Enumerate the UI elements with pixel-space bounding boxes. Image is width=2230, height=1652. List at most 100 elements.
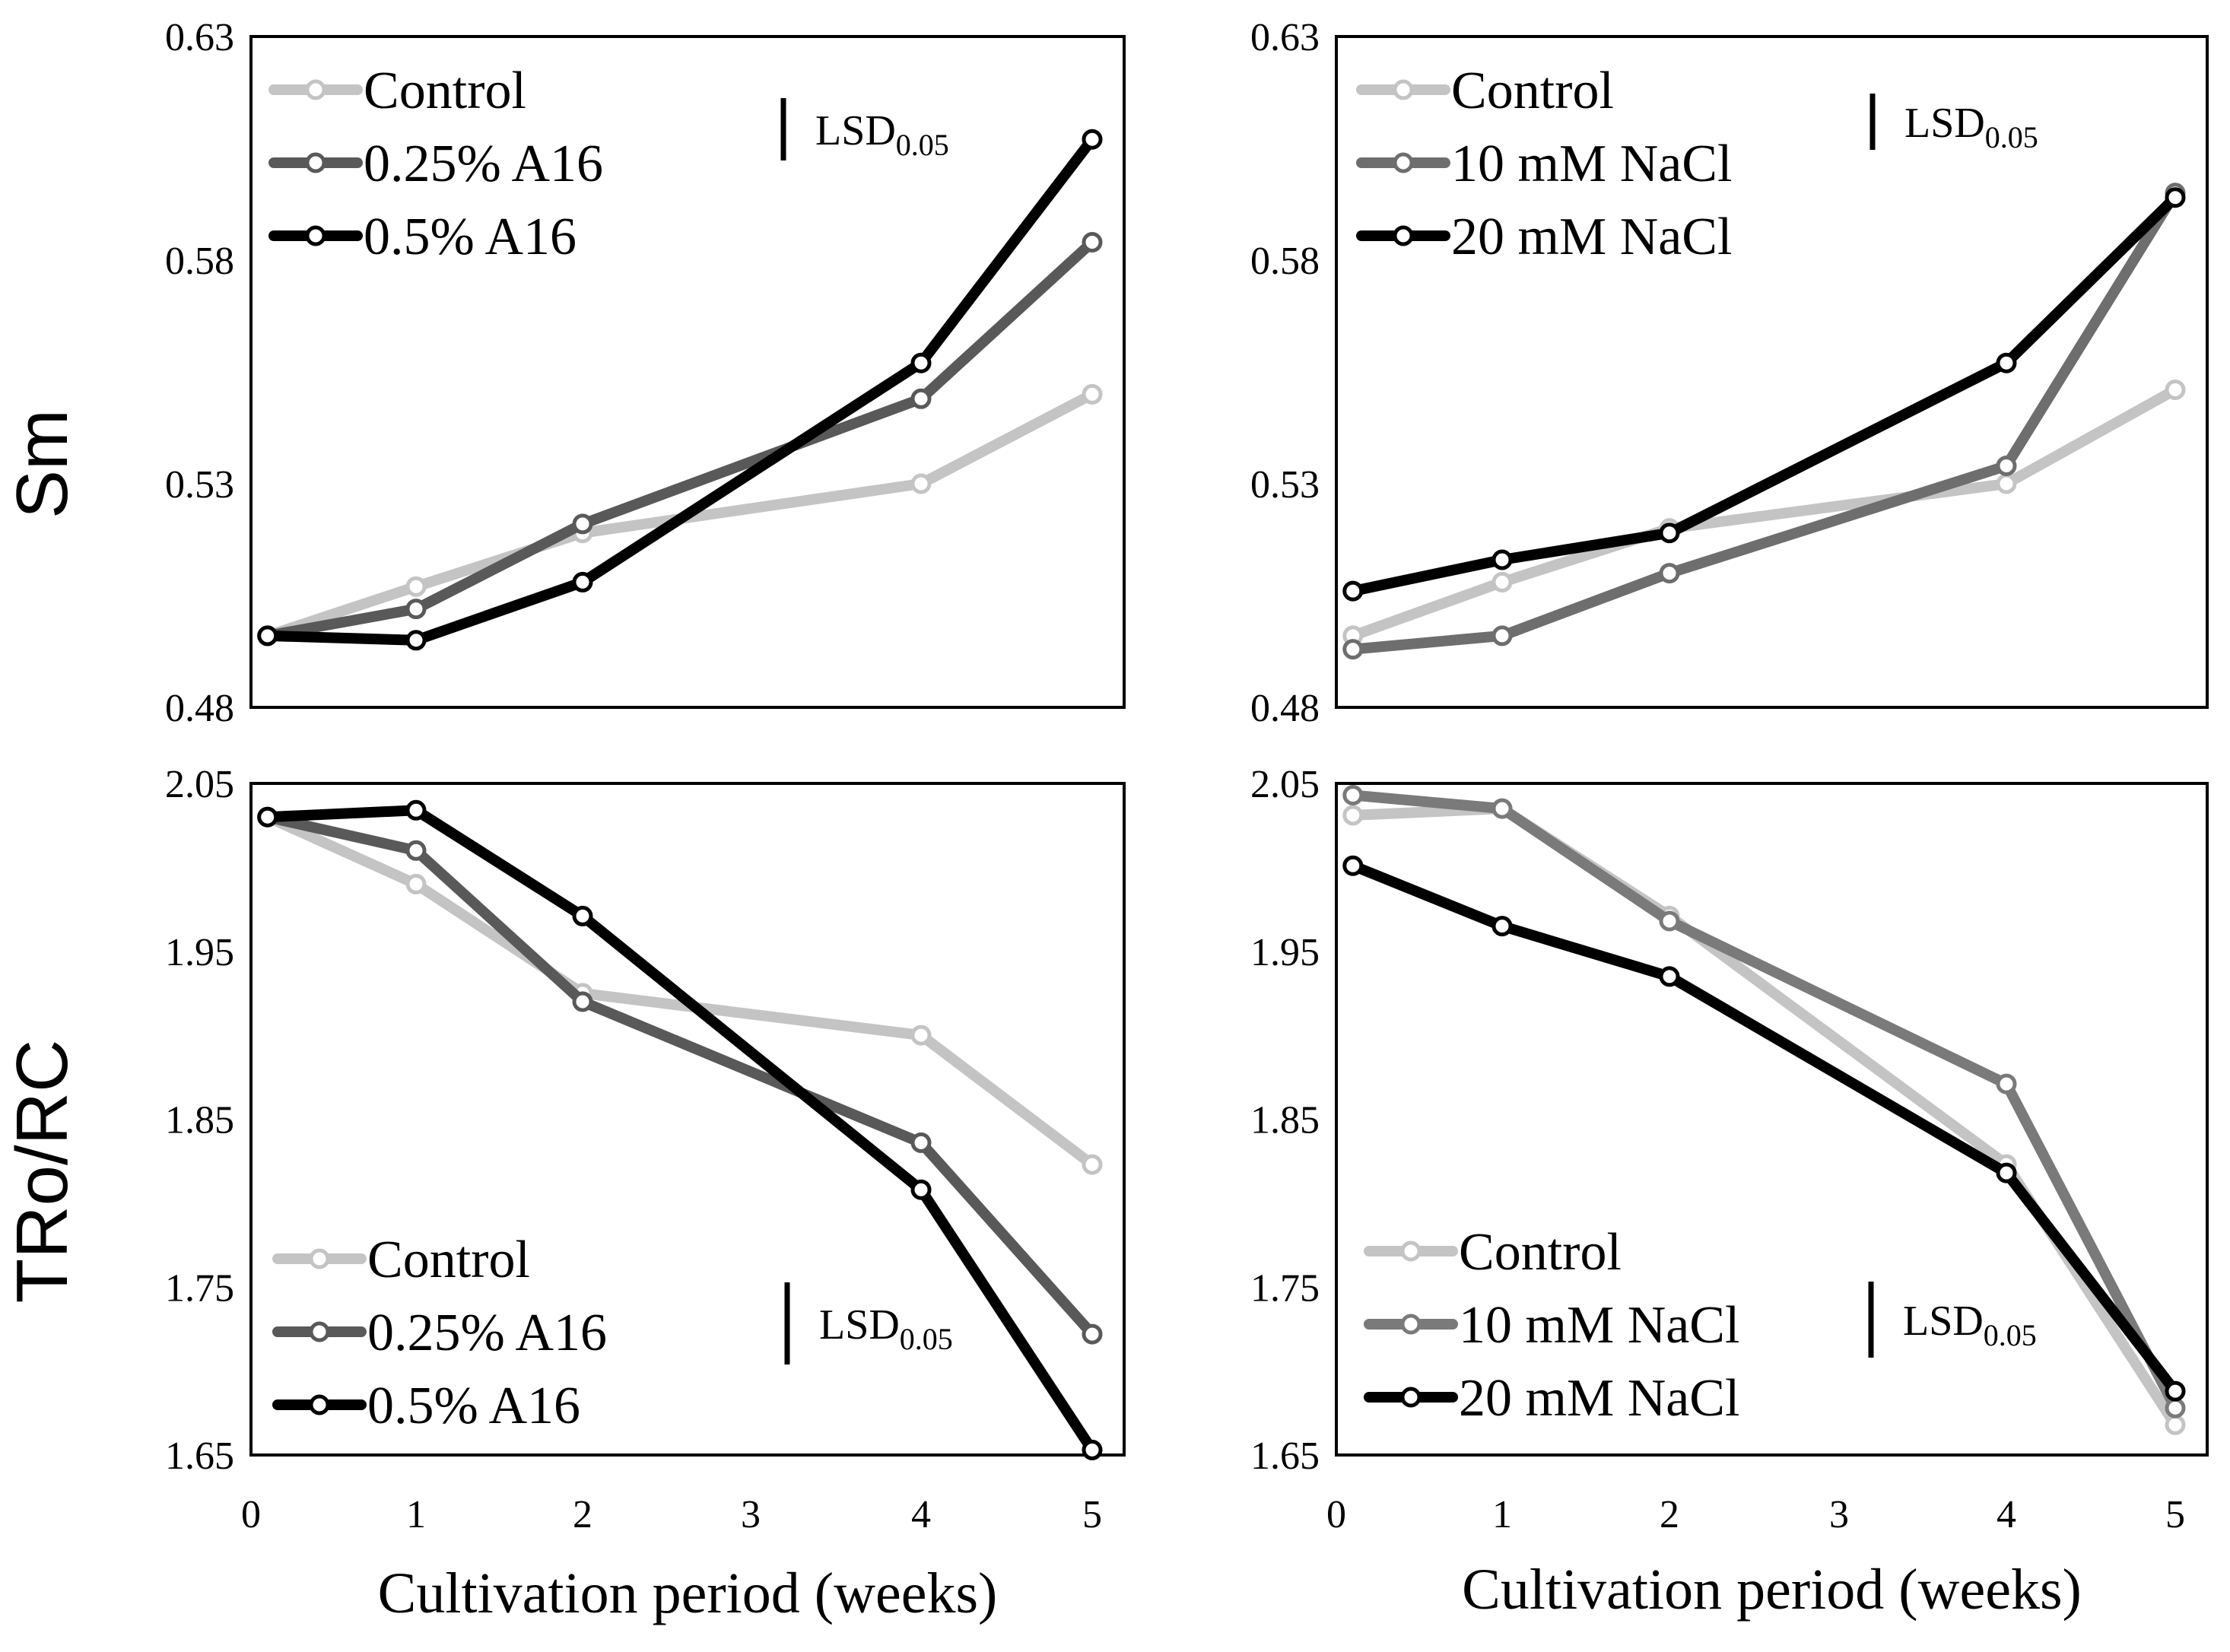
x-tick-label: 0 bbox=[241, 1493, 261, 1536]
legend-marker bbox=[309, 1321, 330, 1342]
y-axis-label: TRo/RC bbox=[2, 1040, 83, 1304]
data-point bbox=[1491, 798, 1513, 819]
data-point bbox=[1491, 549, 1513, 570]
plot-frame bbox=[249, 35, 1126, 709]
data-point bbox=[572, 571, 593, 592]
data-point bbox=[405, 630, 427, 651]
data-point bbox=[1491, 571, 1513, 592]
lsd-label: LSD0.05 bbox=[1904, 100, 2038, 154]
data-point bbox=[572, 513, 593, 535]
lsd-label-subscript: 0.05 bbox=[900, 1322, 953, 1356]
y-tick-label: 1.65 bbox=[1250, 1434, 1320, 1478]
x-tick-label: 1 bbox=[1492, 1493, 1512, 1536]
lsd-label-main: LSD bbox=[1903, 1298, 1984, 1345]
y-tick-label: 2.05 bbox=[165, 763, 234, 806]
tro-rc-nacl-panel: 2.05 1.95 1.85 1.75 1.650 1 2 3 4 5 Cultivation pe… bbox=[1250, 763, 2209, 1622]
legend-marker bbox=[1393, 79, 1414, 100]
data-point bbox=[910, 1179, 932, 1200]
sm-nacl-panel: 0.63 0.58 0.53 0.48 Control 10 mM NaCl 20 mM N… bbox=[1250, 16, 2209, 730]
legend-label: 0.5% A16 bbox=[364, 208, 577, 266]
data-point bbox=[1996, 456, 2017, 476]
data-point bbox=[257, 625, 278, 647]
legend-marker bbox=[1393, 152, 1414, 173]
legend-marker bbox=[305, 225, 326, 246]
lsd-label-subscript: 0.05 bbox=[896, 128, 949, 162]
legend-label: 10 mM NaCl bbox=[1459, 1296, 1739, 1355]
y-tick-label: 1.75 bbox=[1250, 1266, 1320, 1310]
plot-frame bbox=[1335, 35, 2209, 709]
x-tick-label: 4 bbox=[911, 1493, 931, 1536]
x-axis-label: Cultivation period (weeks) bbox=[378, 1561, 998, 1625]
data-point bbox=[1342, 639, 1364, 660]
y-tick-label: 1.75 bbox=[165, 1266, 234, 1310]
data-point bbox=[405, 799, 427, 821]
data-point bbox=[1082, 1154, 1103, 1175]
data-point bbox=[1996, 352, 2017, 373]
data-point bbox=[1082, 1323, 1103, 1345]
data-point bbox=[1659, 563, 1680, 584]
legend-label: 0.25% A16 bbox=[367, 1304, 607, 1362]
data-point bbox=[2165, 380, 2186, 400]
data-point bbox=[1996, 1073, 2017, 1094]
legend-marker bbox=[1393, 225, 1414, 246]
lsd-label-main: LSD bbox=[819, 1301, 900, 1349]
legend-label: Control bbox=[1459, 1223, 1622, 1282]
data-point bbox=[405, 599, 427, 620]
data-point bbox=[1491, 916, 1513, 937]
data-point bbox=[405, 873, 427, 894]
data-point bbox=[1996, 1162, 2017, 1183]
lsd-label-main: LSD bbox=[1904, 100, 1985, 147]
data-point bbox=[910, 473, 932, 494]
x-tick-label: 5 bbox=[2165, 1493, 2185, 1536]
legend-marker bbox=[1400, 1387, 1422, 1408]
legend-label: Control bbox=[364, 62, 526, 120]
y-tick-label: 0.48 bbox=[1250, 687, 1320, 730]
y-tick-label: 0.58 bbox=[1250, 240, 1320, 283]
data-point bbox=[1342, 785, 1364, 805]
lsd-label: LSD0.05 bbox=[1903, 1298, 2037, 1352]
data-point bbox=[1342, 805, 1364, 826]
data-point bbox=[910, 388, 932, 409]
data-point bbox=[1082, 383, 1103, 405]
y-tick-label: 1.85 bbox=[1250, 1099, 1320, 1142]
lsd-label: LSD0.05 bbox=[815, 107, 949, 162]
data-point bbox=[2165, 1414, 2186, 1435]
sm-a16-panel: 0.63 0.58 0.53 0.48 Sm Control 0.25% A16 0.5% A… bbox=[2, 16, 1126, 730]
data-point bbox=[257, 806, 278, 828]
legend-marker bbox=[1400, 1241, 1422, 1262]
x-tick-label: 1 bbox=[406, 1493, 426, 1536]
legend-label: Control bbox=[1451, 62, 1614, 120]
legend-label: 0.5% A16 bbox=[367, 1377, 580, 1435]
data-point bbox=[2165, 1380, 2186, 1402]
x-tick-label: 2 bbox=[1660, 1493, 1679, 1536]
x-tick-label: 3 bbox=[1829, 1493, 1849, 1536]
legend-label: 20 mM NaCl bbox=[1451, 208, 1732, 266]
x-tick-label: 5 bbox=[1082, 1493, 1102, 1536]
data-point bbox=[1082, 1439, 1103, 1460]
y-tick-label: 0.53 bbox=[1250, 463, 1320, 507]
y-tick-label: 0.58 bbox=[165, 240, 234, 283]
legend-marker bbox=[1400, 1314, 1422, 1335]
data-point bbox=[1659, 966, 1680, 987]
data-point bbox=[2165, 1397, 2186, 1418]
data-point bbox=[572, 905, 593, 926]
series-line bbox=[1347, 384, 2181, 641]
x-axis-label: Cultivation period (weeks) bbox=[1462, 1558, 2082, 1622]
data-point bbox=[910, 1132, 932, 1153]
lsd-label-subscript: 0.05 bbox=[1985, 120, 2038, 154]
legend-marker bbox=[309, 1248, 330, 1269]
data-point bbox=[1996, 473, 2017, 494]
y-tick-label: 0.53 bbox=[165, 463, 234, 507]
data-point bbox=[1082, 232, 1103, 253]
legend-label: Control bbox=[367, 1231, 530, 1289]
x-tick-label: 4 bbox=[1997, 1493, 2016, 1536]
y-tick-label: 0.48 bbox=[165, 687, 234, 730]
x-tick-label: 2 bbox=[573, 1493, 592, 1536]
plot-frame bbox=[249, 782, 1126, 1457]
y-tick-label: 0.63 bbox=[165, 16, 234, 59]
data-point bbox=[572, 991, 593, 1012]
data-point bbox=[1659, 523, 1680, 544]
legend-marker bbox=[305, 79, 326, 100]
y-tick-label: 1.95 bbox=[1250, 931, 1320, 974]
